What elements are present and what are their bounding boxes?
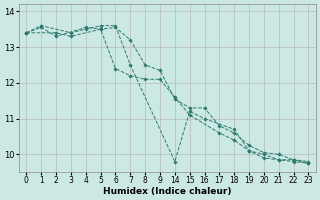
X-axis label: Humidex (Indice chaleur): Humidex (Indice chaleur) [103, 187, 232, 196]
